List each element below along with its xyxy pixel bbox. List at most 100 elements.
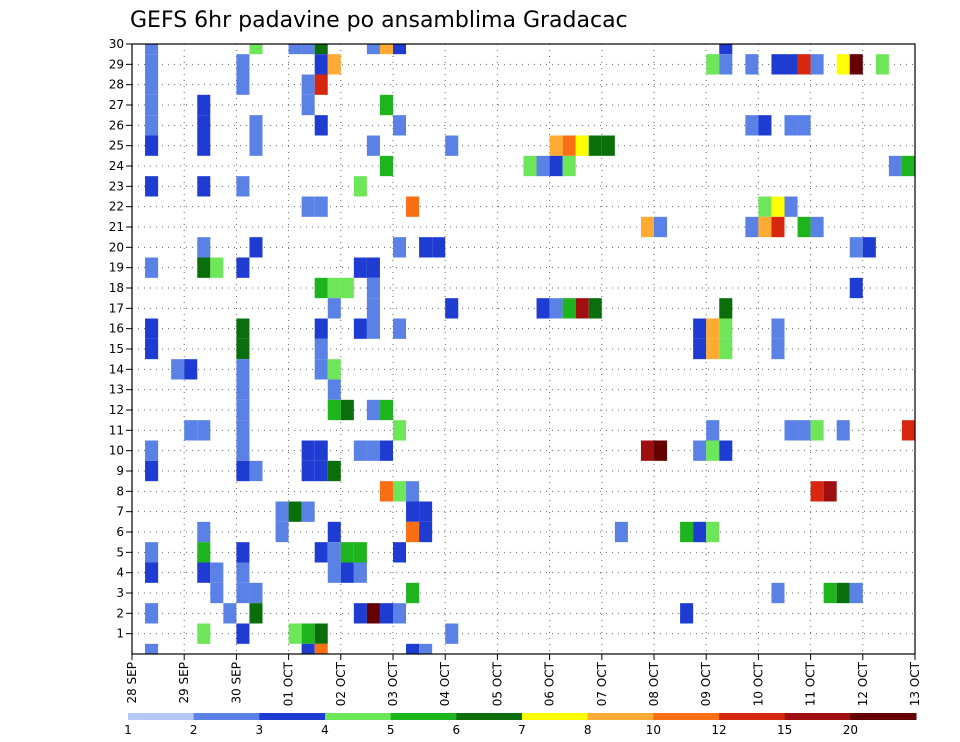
precip-cell xyxy=(171,359,185,380)
precip-cell xyxy=(327,399,341,421)
precip-cell xyxy=(275,521,289,543)
legend-label: 2 xyxy=(190,723,198,737)
precip-cell xyxy=(145,338,159,360)
legend-label: 8 xyxy=(584,723,592,737)
precip-cell xyxy=(236,379,250,400)
precip-cell xyxy=(836,582,850,604)
legend-label: 20 xyxy=(843,723,858,737)
precip-cell xyxy=(327,562,341,583)
precip-cell xyxy=(275,501,289,522)
precip-cell xyxy=(249,115,263,136)
precip-cell xyxy=(784,420,798,441)
x-tick-label: 29 SEP xyxy=(177,662,191,704)
legend-label: 3 xyxy=(256,723,264,737)
precip-cell xyxy=(719,440,733,461)
legend-label: 6 xyxy=(453,723,461,737)
precip-cell xyxy=(406,521,420,543)
legend-swatch xyxy=(128,713,195,720)
precip-cell xyxy=(340,562,354,583)
precip-cell xyxy=(680,603,694,624)
precip-cell xyxy=(797,216,811,238)
precip-cell xyxy=(197,176,211,197)
x-tick-label: 05 OCT xyxy=(490,661,504,706)
precip-cell xyxy=(353,562,367,583)
precip-cell xyxy=(236,54,250,75)
x-tick-label: 04 OCT xyxy=(438,661,452,706)
y-tick-label: 17 xyxy=(109,301,124,315)
precip-cell xyxy=(771,338,785,360)
precip-cell xyxy=(406,501,420,522)
y-tick-label: 12 xyxy=(109,403,124,417)
legend-label: 5 xyxy=(387,723,395,737)
precip-cell xyxy=(197,521,211,543)
precip-cell xyxy=(445,623,459,644)
x-tick-label: 08 OCT xyxy=(647,661,661,706)
precip-cell xyxy=(614,521,628,543)
precip-cell xyxy=(640,440,654,461)
y-tick-label: 13 xyxy=(109,383,124,397)
precip-cell xyxy=(849,54,863,75)
precip-cell xyxy=(314,277,328,299)
precip-cell xyxy=(236,460,250,482)
precip-cell xyxy=(366,135,380,156)
precip-cell xyxy=(366,603,380,624)
y-tick-label: 1 xyxy=(116,627,124,641)
precip-cell xyxy=(849,582,863,604)
precip-cell xyxy=(301,44,315,55)
precip-cell xyxy=(406,643,420,654)
precip-cell xyxy=(393,603,407,624)
y-tick-label: 25 xyxy=(109,139,124,153)
precip-cell xyxy=(706,420,720,441)
precip-cell xyxy=(366,440,380,461)
precip-cell xyxy=(393,237,407,258)
precip-cell xyxy=(301,94,315,116)
precip-cell xyxy=(145,603,159,624)
precip-cell xyxy=(419,501,433,522)
precip-cell xyxy=(145,562,159,583)
chart-title: GEFS 6hr padavine po ansamblima Gradacac xyxy=(130,8,628,33)
precip-cell xyxy=(693,318,707,339)
precip-cell xyxy=(575,135,589,156)
precip-cell xyxy=(719,44,733,55)
precip-cell xyxy=(301,196,315,217)
legend-label: 4 xyxy=(321,723,329,737)
precip-cell xyxy=(236,399,250,421)
precip-cell xyxy=(823,582,837,604)
precip-cell xyxy=(327,521,341,543)
precip-cell xyxy=(379,44,393,55)
precip-cell xyxy=(184,359,198,380)
precip-cell xyxy=(784,196,798,217)
precip-cell xyxy=(562,135,576,156)
legend-swatch xyxy=(193,713,260,720)
y-tick-label: 11 xyxy=(109,423,124,437)
precip-cell xyxy=(210,582,224,604)
precip-cell xyxy=(314,44,328,55)
precip-cell xyxy=(901,420,915,441)
precip-cell xyxy=(314,440,328,461)
precip-cell xyxy=(693,521,707,543)
precip-cell xyxy=(901,155,915,177)
precip-cell xyxy=(888,155,902,177)
y-tick-label: 8 xyxy=(116,484,124,498)
precip-cell xyxy=(784,54,798,75)
precip-cell xyxy=(875,54,889,75)
precip-cell xyxy=(536,298,550,319)
y-tick-label: 26 xyxy=(109,118,124,132)
precip-cell xyxy=(145,542,159,563)
y-tick-label: 22 xyxy=(109,200,124,214)
y-tick-label: 9 xyxy=(116,464,124,478)
precip-cell xyxy=(314,460,328,482)
legend-swatch xyxy=(456,713,523,720)
precip-cell xyxy=(301,74,315,95)
precip-cell xyxy=(366,318,380,339)
precip-cell xyxy=(549,298,563,319)
precip-cell xyxy=(249,237,263,258)
precip-cell xyxy=(249,582,263,604)
precip-cell xyxy=(862,237,876,258)
precip-cell xyxy=(719,318,733,339)
x-tick-label: 28 SEP xyxy=(125,662,139,704)
precip-cell xyxy=(810,54,824,75)
x-tick-label: 06 OCT xyxy=(543,661,557,706)
precip-cell xyxy=(432,237,446,258)
